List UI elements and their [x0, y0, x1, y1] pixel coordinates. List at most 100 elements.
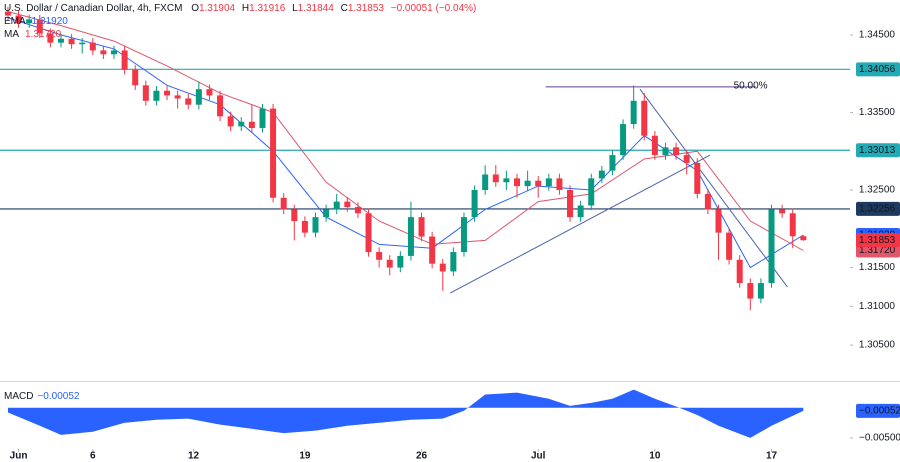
- candle-body: [270, 108, 277, 198]
- candle: [694, 158, 701, 199]
- candle: [270, 103, 277, 203]
- candle: [248, 104, 255, 133]
- candle: [715, 204, 722, 260]
- header: U.S. Dollar / Canadian Dollar, 4h, FXCM …: [4, 3, 476, 14]
- candle-body: [333, 201, 340, 210]
- candle-body: [429, 236, 436, 264]
- candle: [100, 45, 107, 59]
- candle: [164, 86, 171, 101]
- price-pill-label: 1.31853: [859, 235, 896, 246]
- fib-label: 50.00%: [734, 80, 768, 91]
- candle-body: [164, 90, 171, 96]
- y-tick-label: 1.31000: [859, 301, 896, 312]
- overlay-line: [7, 11, 804, 251]
- candle: [376, 247, 383, 268]
- candle-body: [715, 209, 722, 233]
- candle-body: [418, 217, 425, 237]
- price-pill: [856, 143, 900, 158]
- y-tick-label: 1.30500: [859, 340, 896, 351]
- candle-body: [280, 197, 287, 210]
- candle: [47, 28, 54, 48]
- x-tick-label: 10: [649, 451, 661, 462]
- candle: [524, 170, 531, 191]
- candle-body: [641, 100, 648, 136]
- candle-body: [694, 162, 701, 194]
- candle: [651, 131, 658, 160]
- candle-body: [577, 205, 584, 218]
- candle-body: [683, 155, 690, 163]
- candle-body: [407, 217, 414, 256]
- candle-body: [57, 38, 64, 43]
- candle-body: [195, 89, 202, 105]
- price-pill-label: 1.33013: [859, 145, 896, 156]
- candle: [15, 10, 22, 28]
- candle: [407, 201, 414, 261]
- candle: [768, 204, 775, 288]
- candle: [206, 84, 213, 101]
- candle: [89, 38, 96, 56]
- candle-body: [598, 170, 605, 179]
- candle-body: [524, 180, 531, 187]
- candle-body: [588, 178, 595, 206]
- candle-body: [482, 174, 489, 190]
- candle: [121, 45, 128, 75]
- candle: [545, 173, 552, 191]
- candle-body: [450, 252, 457, 272]
- candle-body: [736, 259, 743, 284]
- candle: [588, 173, 595, 211]
- x-tick-label: 26: [416, 451, 428, 462]
- candle-body: [471, 190, 478, 218]
- x-tick-label: 12: [188, 451, 200, 462]
- candle-body: [386, 259, 393, 268]
- candle: [503, 170, 510, 190]
- candle-body: [238, 121, 245, 127]
- candle-body: [704, 193, 711, 210]
- candle: [323, 204, 330, 222]
- x-tick-label: 6: [90, 451, 96, 462]
- candle: [142, 80, 149, 106]
- candle-body: [301, 221, 308, 233]
- candle-body: [100, 50, 107, 55]
- candle: [418, 212, 425, 242]
- candle: [333, 193, 340, 215]
- legend-value: 1.31920: [32, 16, 69, 27]
- candle: [185, 93, 192, 110]
- candle-body: [789, 213, 796, 237]
- candle-body: [174, 95, 181, 99]
- candle-body: [47, 33, 54, 43]
- y-tick-label: 1.33500: [859, 107, 896, 118]
- price-pill: [856, 233, 900, 248]
- candle: [132, 65, 139, 90]
- candle-body: [344, 201, 351, 208]
- candle: [747, 278, 754, 311]
- candle-body: [121, 50, 128, 70]
- candle: [800, 235, 807, 241]
- y-tick-label: −0.00052: [859, 406, 900, 417]
- candle-body: [726, 232, 733, 260]
- candle: [577, 200, 584, 222]
- candle-body: [36, 19, 43, 34]
- candle-body: [651, 135, 658, 156]
- macd-legend: MACD −0.00052: [4, 391, 80, 402]
- candle-body: [397, 255, 404, 268]
- candle-body: [153, 90, 160, 101]
- candle: [779, 204, 786, 218]
- price-pill-label: 1.31720: [859, 245, 896, 256]
- x-tick-label: Jun: [10, 451, 28, 462]
- candle: [312, 212, 319, 238]
- ohlc-key: H: [242, 3, 249, 14]
- ohlc-key: L: [292, 3, 298, 14]
- candle: [460, 212, 467, 257]
- candle-body: [503, 178, 510, 183]
- candle-body: [609, 155, 616, 171]
- trendline: [639, 88, 788, 288]
- candle-body: [630, 100, 637, 125]
- overlay-line: [7, 17, 804, 269]
- candle: [630, 85, 637, 129]
- candle-body: [79, 42, 86, 45]
- candle: [513, 173, 520, 198]
- candle-body: [673, 147, 680, 156]
- candle-body: [376, 252, 383, 260]
- candle-body: [439, 263, 446, 272]
- candle: [439, 259, 446, 291]
